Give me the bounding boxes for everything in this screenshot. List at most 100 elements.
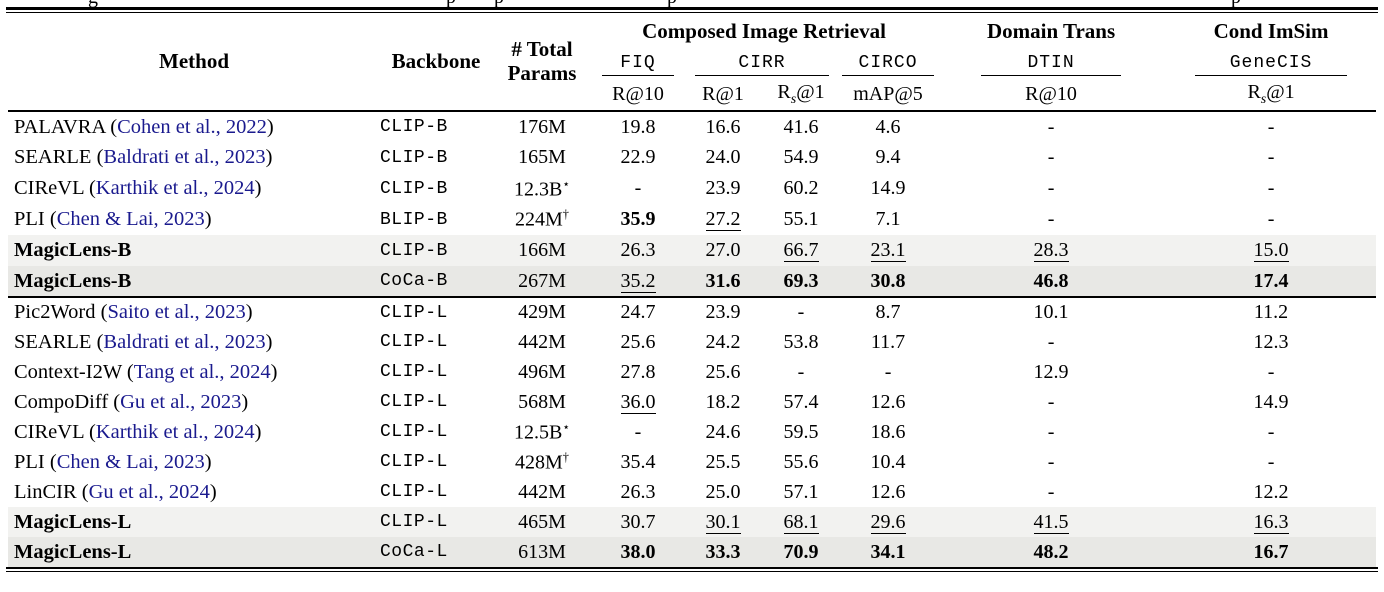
citation-link[interactable]: Tang et al., 2024 (133, 360, 271, 383)
citation-link[interactable]: Chen & Lai, 2023 (56, 450, 205, 473)
metric-cell: 4.6 (840, 111, 936, 142)
metric-cell: 26.3 (592, 477, 684, 507)
method-cell: MagicLens-L (8, 507, 380, 537)
metric-value: 28.3 (1033, 239, 1069, 262)
table-section-base-models: PALAVRA (Cohen et al., 2022) CLIP-B 176M 19… (8, 111, 1377, 297)
metric-value: - (1267, 115, 1275, 138)
dataset-header-fiq: FIQ (592, 49, 684, 79)
metric-value: 16.6 (705, 115, 741, 138)
method-name: PLI (14, 208, 45, 230)
benchmark-results-table: Method Backbone # Total Params Composed … (8, 13, 1377, 567)
method-cell: PLI (Chen & Lai, 2023) (14, 208, 212, 230)
backbone-cell: CLIP-L (380, 392, 448, 412)
metric-cell: 12.3 (1166, 327, 1376, 357)
metric-label-dtin-r10: R@10 (1025, 83, 1077, 105)
metric-value: 27.8 (620, 360, 656, 383)
metric-value: - (1267, 420, 1275, 443)
metric-cell: 12.9 (936, 357, 1166, 387)
citation-link[interactable]: Karthik et al., 2024 (95, 420, 255, 443)
metric-cell: 12.6 (840, 477, 936, 507)
backbone-cell: BLIP-B (380, 209, 448, 230)
metric-cell: - (1166, 204, 1376, 235)
metric-value: 29.6 (870, 510, 906, 534)
metric-value: 22.9 (620, 146, 656, 168)
metric-value: 69.3 (783, 269, 819, 292)
metric-cell: 31.6 (684, 266, 762, 297)
metric-value: 14.9 (870, 177, 906, 199)
metric-cell: 14.9 (1166, 387, 1376, 417)
metric-cell: - (1166, 447, 1376, 477)
table-row: Pic2Word (Saito et al., 2023) CLIP-L 429M 2… (8, 297, 1376, 327)
metric-cell: - (592, 417, 684, 447)
metric-cell: - (592, 173, 684, 204)
metric-value: - (634, 177, 642, 199)
metric-value: 46.8 (1033, 269, 1069, 292)
metric-cell: 30.1 (684, 507, 762, 537)
method-cell: MagicLens-B (8, 235, 380, 266)
metric-cell: 23.1 (840, 235, 936, 266)
citation-link[interactable]: Gu et al., 2024 (88, 480, 210, 503)
group-header-domain-trans: Domain Trans (986, 18, 1116, 43)
metric-cell: 30.8 (840, 266, 936, 297)
dataset-header-circo: CIRCO (840, 49, 936, 79)
metric-cell: - (936, 477, 1166, 507)
table-row: MagicLens-L CLIP-L 465M 30.7 30.1 68.1 29.6 41.… (8, 507, 1377, 537)
params-cell: 465M (518, 510, 566, 533)
metric-cell: 17.4 (1166, 266, 1376, 297)
metric-label-circo-map5: mAP@5 (853, 83, 923, 105)
backbone-cell: CLIP-L (380, 512, 448, 532)
metric-cell: - (762, 297, 840, 327)
metric-value: 11.7 (870, 330, 906, 353)
metric-value: - (1047, 146, 1055, 168)
metric-cell: - (1166, 111, 1376, 142)
citation-link[interactable]: Cohen et al., 2022 (117, 115, 267, 138)
caption-fragment-glyph: p (667, 0, 677, 7)
method-cell: PLI (Chen & Lai, 2023) (14, 450, 212, 473)
metric-cell: - (936, 204, 1166, 235)
table-row: MagicLens-B CoCa-B 267M 35.2 31.6 69.3 30.8 46.… (8, 266, 1377, 297)
metric-value: 41.6 (783, 115, 819, 138)
params-cell: 166M (518, 239, 566, 261)
metric-value: - (1267, 146, 1275, 168)
params-footnote-mark: ⋆ (562, 420, 571, 435)
citation-link[interactable]: Karthik et al., 2024 (95, 177, 255, 199)
metric-cell: 18.2 (684, 387, 762, 417)
metric-value: 16.7 (1253, 540, 1289, 563)
method-cell: LinCIR (Gu et al., 2024) (14, 480, 217, 503)
caption-fragment-glyph: p (1231, 0, 1241, 7)
top-rule-thin (6, 12, 1378, 13)
citation-link[interactable]: Chen & Lai, 2023 (56, 208, 205, 230)
citation-link[interactable]: Baldrati et al., 2023 (103, 330, 266, 353)
metric-value: - (1267, 360, 1275, 383)
metric-cell: 10.1 (936, 297, 1166, 327)
metric-value: 4.6 (875, 115, 901, 138)
metric-value: 70.9 (783, 540, 819, 563)
metric-value: 53.8 (783, 330, 819, 353)
metric-value: 54.9 (783, 146, 819, 168)
metric-value: - (1267, 208, 1275, 230)
table-row: PLI (Chen & Lai, 2023) CLIP-L 428M† 35.4 25.… (8, 447, 1376, 477)
citation-link[interactable]: Saito et al., 2023 (107, 301, 246, 323)
metric-value: - (1047, 177, 1055, 199)
metric-cell: - (762, 357, 840, 387)
backbone-cell: CLIP-B (380, 240, 448, 261)
citation-link[interactable]: Gu et al., 2023 (120, 390, 242, 413)
metric-value: 23.9 (705, 177, 741, 199)
metric-cell: 54.9 (762, 142, 840, 173)
method-name: PALAVRA (14, 115, 106, 138)
group-header-cond-imsim: Cond ImSim (1213, 18, 1329, 43)
column-header-backbone: Backbone (391, 49, 481, 73)
metric-cell: 27.8 (592, 357, 684, 387)
cmidrule-fiq (602, 74, 674, 76)
citation-link[interactable]: Baldrati et al., 2023 (103, 146, 266, 168)
top-rule-thick (6, 7, 1378, 10)
table-row: CIReVL (Karthik et al., 2024) CLIP-B 12.3B… (8, 173, 1376, 204)
metric-cell: 68.1 (762, 507, 840, 537)
table-row: CIReVL (Karthik et al., 2024) CLIP-L 12.5B… (8, 417, 1376, 447)
metric-value: - (1267, 450, 1275, 473)
metric-value: 27.2 (705, 208, 741, 231)
method-cell: CIReVL (Karthik et al., 2024) (14, 420, 262, 443)
metric-value: 10.4 (870, 450, 906, 473)
metric-value: 15.0 (1253, 239, 1289, 262)
